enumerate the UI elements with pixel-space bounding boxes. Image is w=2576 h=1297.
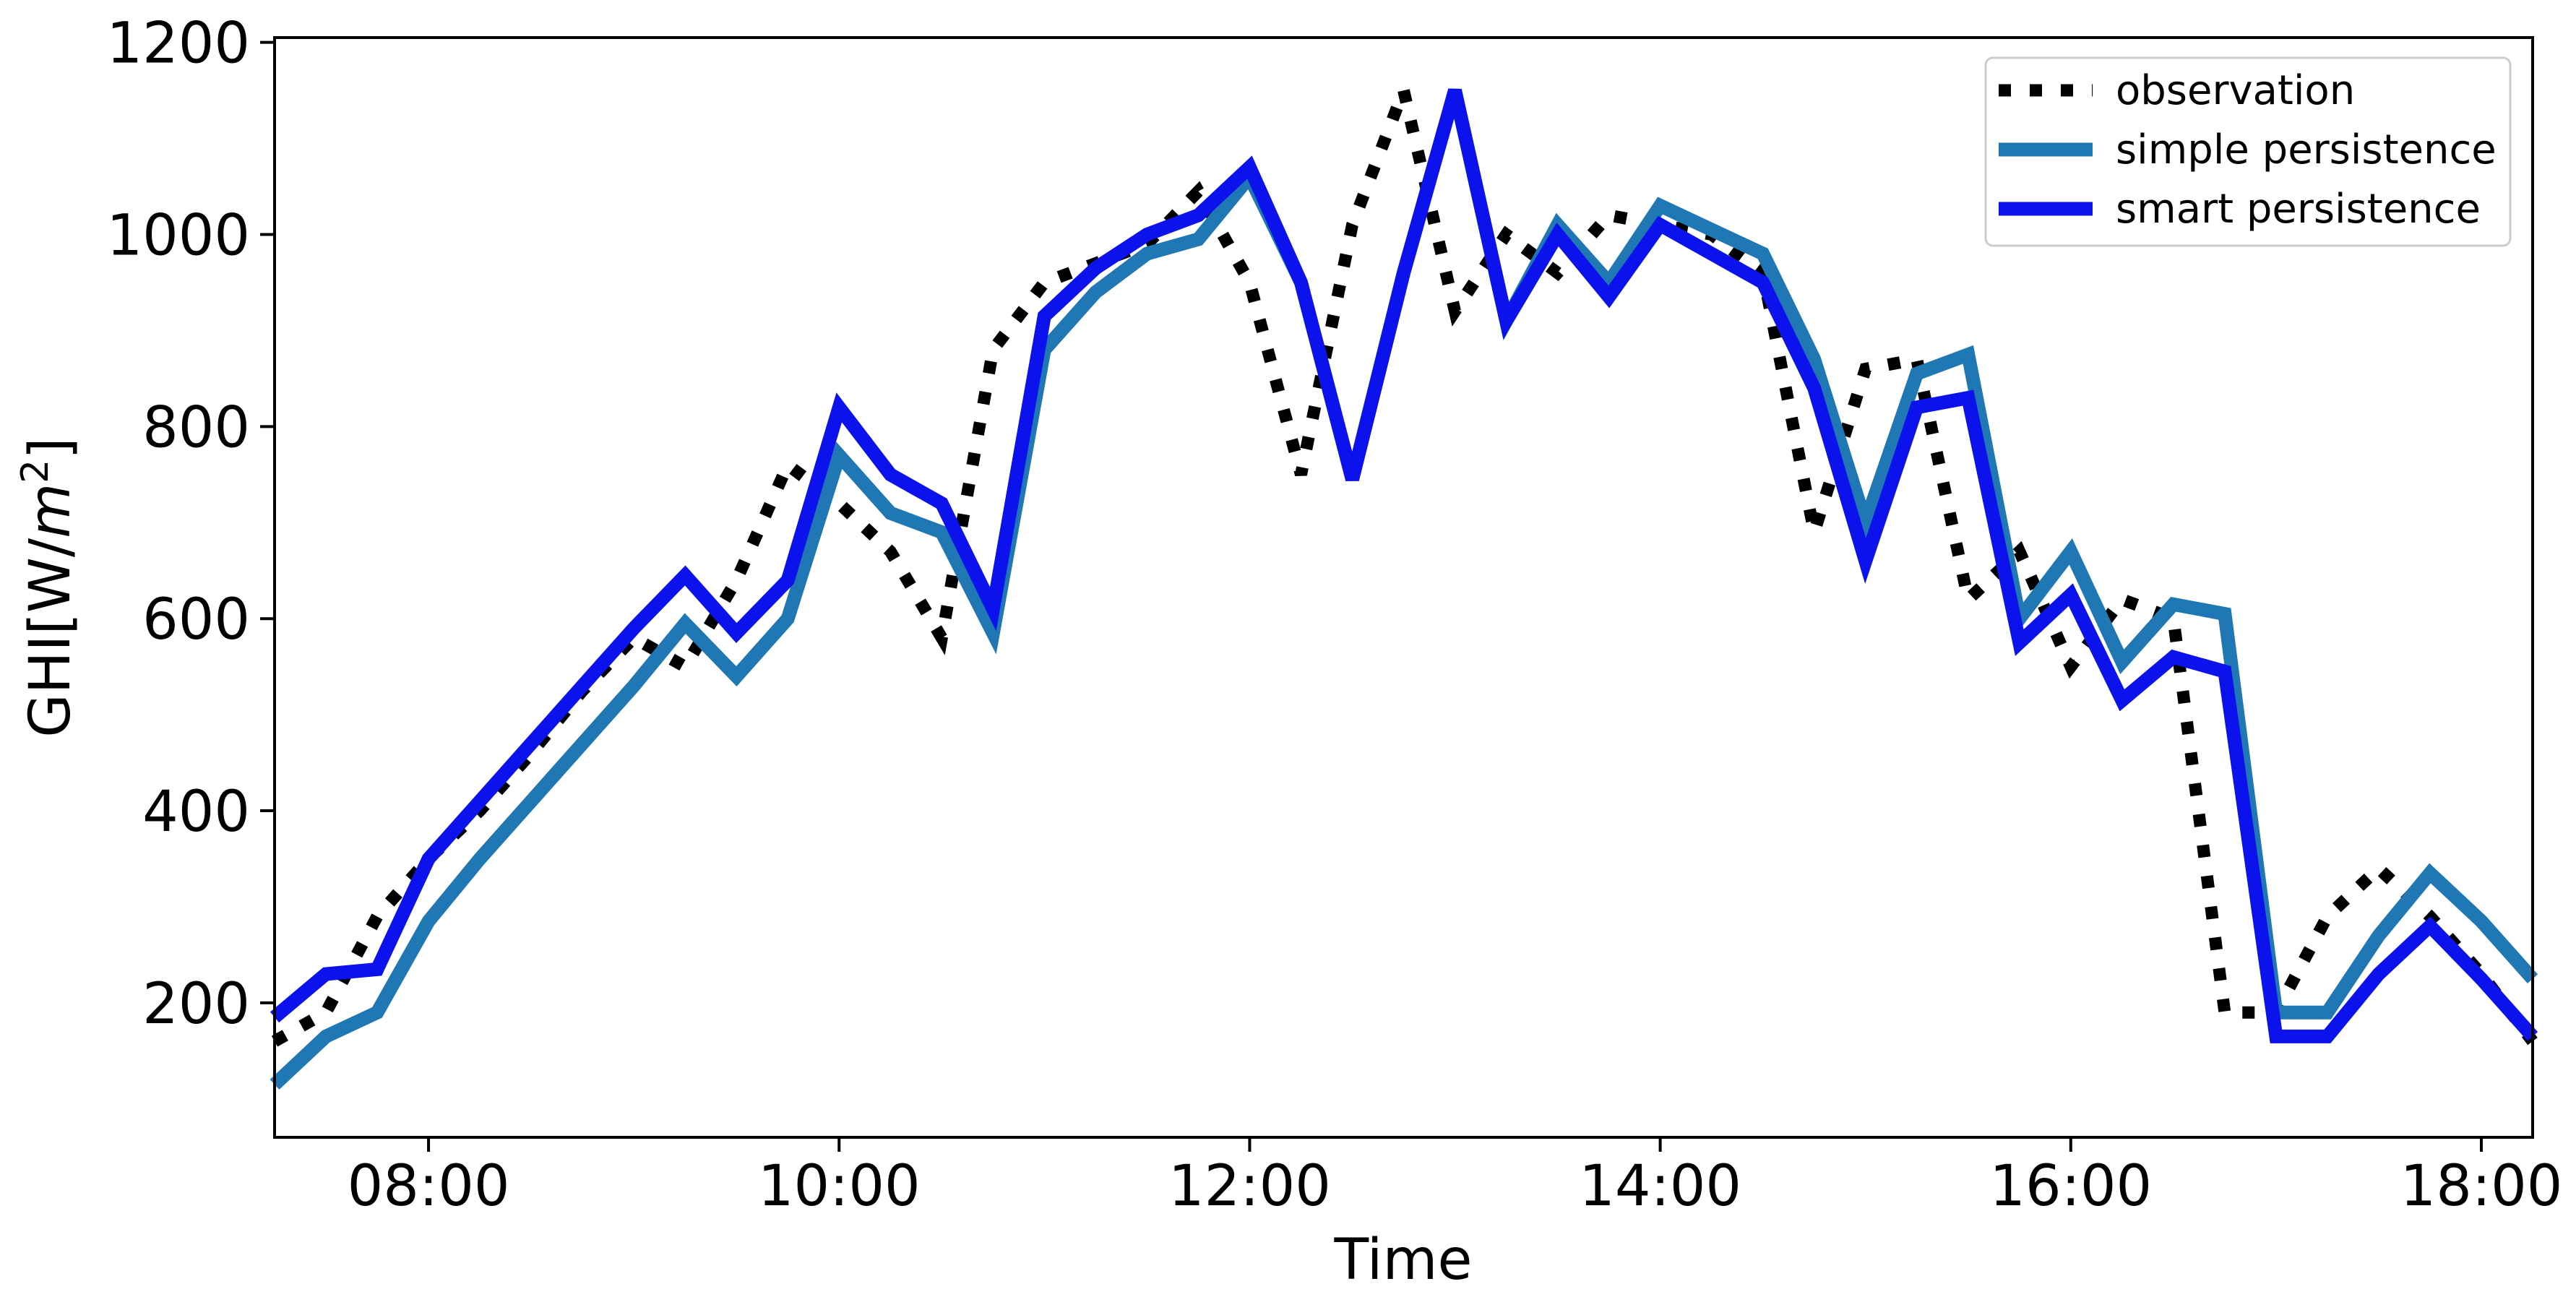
y-axis-title-close: ] <box>18 437 83 459</box>
y-tick-label: 600 <box>142 587 250 652</box>
y-tick-label: 800 <box>142 395 250 460</box>
y-tick-label: 400 <box>142 780 250 845</box>
series-line-0 <box>271 69 2538 1047</box>
y-axis-title-base: GHI[W/ <box>18 538 83 738</box>
y-axis-title: GHI[W/m2] <box>14 437 83 737</box>
legend-entries: observation simple persistence smart persi… <box>1999 67 2497 233</box>
x-axis: 08:00 10:00 12:00 14:00 16:00 18:00 <box>348 1137 2563 1219</box>
legend-label-2: smart persistence <box>2116 186 2481 233</box>
x-axis-title: Time <box>1334 1228 1473 1293</box>
legend: observation simple persistence smart persi… <box>1984 56 2512 247</box>
x-tick-label: 14:00 <box>1579 1154 1741 1219</box>
plot-lines <box>270 69 2538 1090</box>
x-tick-label: 10:00 <box>758 1154 921 1219</box>
y-axis: 200 400 600 800 1000 1200 <box>106 12 275 1037</box>
x-tick-label: 08:00 <box>348 1154 510 1219</box>
legend-label-1: simple persistence <box>2116 126 2497 173</box>
x-tick-label: 18:00 <box>2400 1154 2563 1219</box>
legend-box <box>1984 56 2512 247</box>
plot-frame <box>273 36 2534 1139</box>
x-tick-label: 16:00 <box>1989 1154 2152 1219</box>
y-axis-title-unit: m <box>18 483 83 538</box>
x-tick-label: 12:00 <box>1168 1154 1331 1219</box>
series-line-2 <box>270 88 2538 1043</box>
y-axis-title-exponent: 2 <box>14 460 57 483</box>
legend-label-0: observation <box>2116 67 2355 114</box>
y-tick-label: 1200 <box>106 12 250 77</box>
y-tick-label: 1000 <box>106 203 250 268</box>
y-tick-label: 200 <box>142 972 250 1037</box>
